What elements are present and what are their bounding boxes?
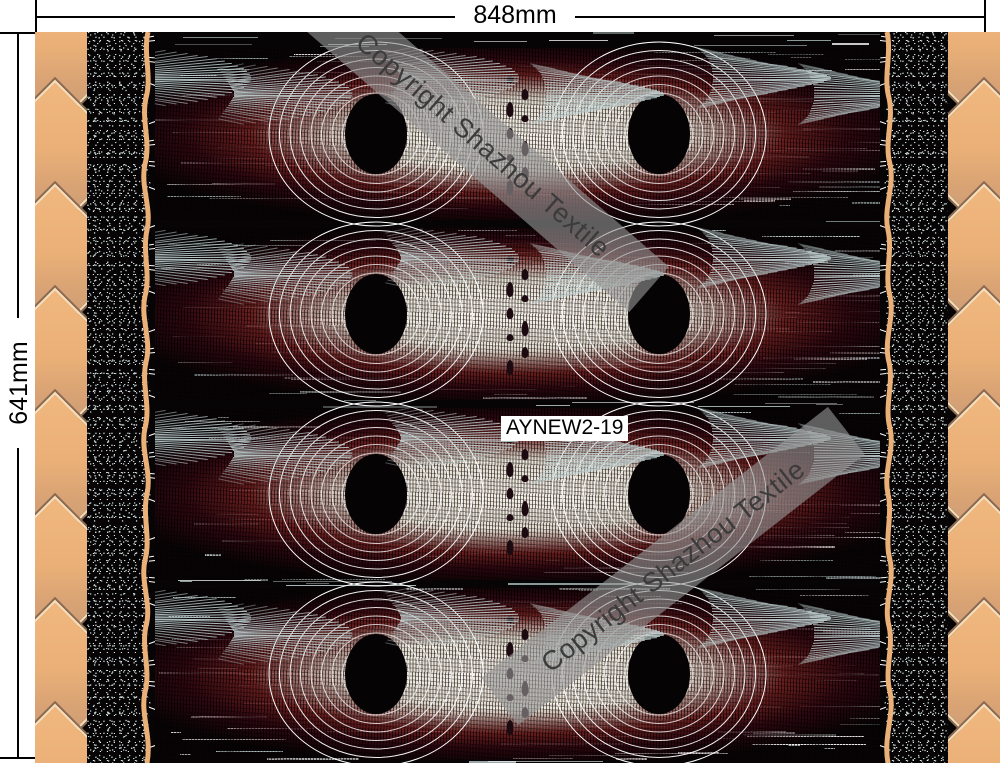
feather-plume: [788, 240, 880, 306]
feather-plume: [208, 600, 358, 666]
design-code-label: AYNEW2-19: [501, 416, 628, 441]
textile-pattern-image: Copyright Shazhou Textile Copyright Shaz…: [35, 32, 1000, 763]
feather-plume: [208, 60, 358, 126]
fabric-swatch-page: 848mm 641mm: [0, 0, 1000, 763]
feather-plume: [208, 240, 358, 306]
left-wavy-peach-edge: [139, 32, 155, 763]
feather-plume: [375, 584, 525, 650]
feather-plume: [788, 60, 880, 126]
feather-plume: [375, 224, 525, 290]
right-border-band: [880, 32, 1000, 763]
feather-plume: [520, 60, 670, 126]
feather-plume: [788, 600, 880, 666]
width-measurement-label: 848mm: [455, 0, 575, 30]
height-measurement-label: 641mm: [4, 318, 34, 448]
feather-plume: [208, 420, 358, 486]
left-border-band: [35, 32, 155, 763]
right-wavy-peach-edge: [880, 32, 896, 763]
